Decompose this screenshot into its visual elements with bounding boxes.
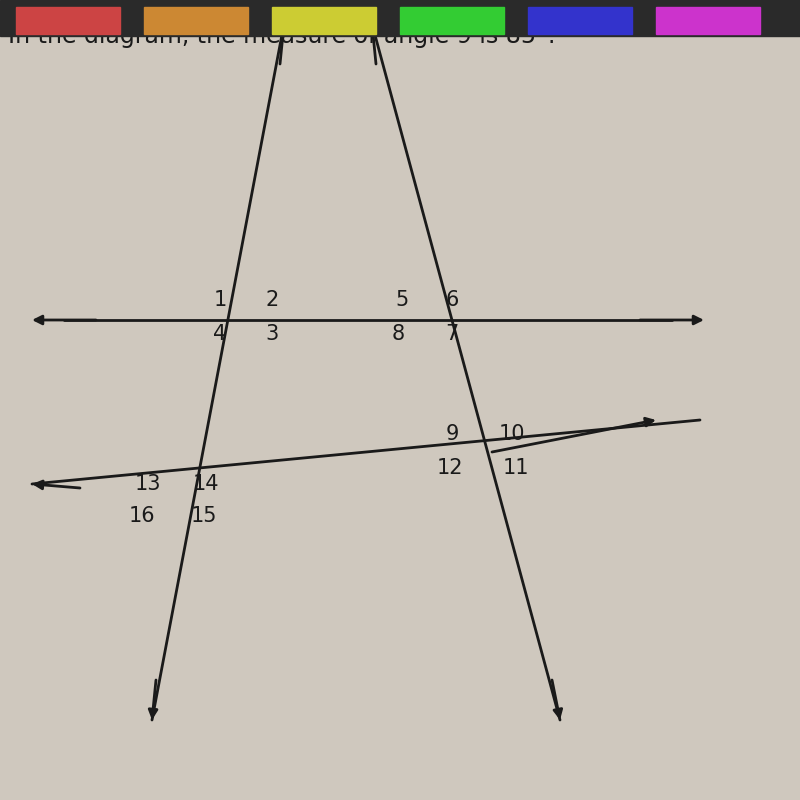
Text: 5: 5: [395, 290, 408, 310]
Bar: [272, 7, 376, 34]
Bar: [656, 7, 760, 34]
Text: 7: 7: [446, 325, 458, 344]
Text: 11: 11: [502, 458, 530, 478]
Text: 9: 9: [446, 424, 458, 443]
Text: 12: 12: [436, 458, 463, 478]
Text: 10: 10: [498, 424, 526, 443]
Text: 4: 4: [214, 325, 226, 344]
Text: 14: 14: [193, 474, 220, 494]
Bar: [144, 7, 248, 34]
Text: In the diagram, the measure of angle 9 is 85°.: In the diagram, the measure of angle 9 i…: [8, 24, 555, 48]
Text: 13: 13: [134, 474, 162, 494]
Bar: [16, 7, 120, 34]
Text: 3: 3: [266, 325, 278, 344]
Text: 16: 16: [129, 506, 156, 526]
Bar: [528, 7, 632, 34]
Text: 15: 15: [190, 506, 218, 526]
Text: 8: 8: [392, 325, 405, 344]
Bar: [400, 7, 504, 34]
Text: 2: 2: [266, 290, 278, 310]
Bar: [0, 0, 800, 36]
Text: 6: 6: [446, 290, 458, 310]
Text: 1: 1: [214, 290, 226, 310]
